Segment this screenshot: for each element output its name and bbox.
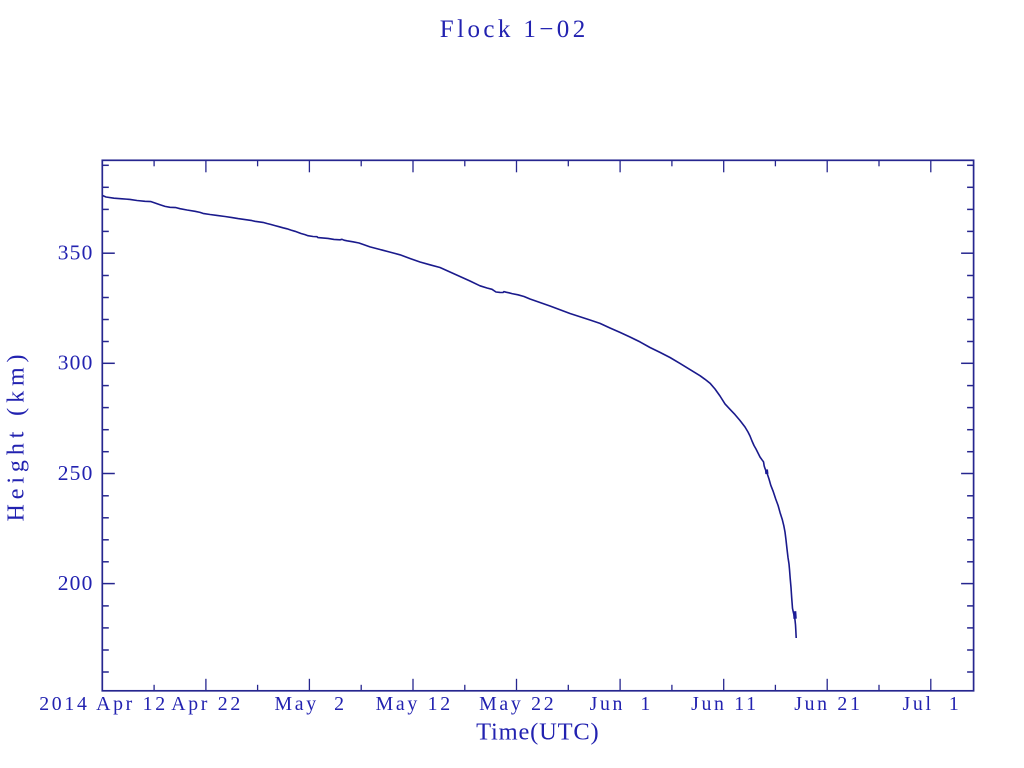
svg-text:200: 200 <box>58 571 94 595</box>
svg-text:350: 350 <box>58 241 94 265</box>
svg-text:Jun 11: Jun 11 <box>691 693 759 715</box>
svg-text:2014 Apr 12: 2014 Apr 12 <box>39 693 168 715</box>
svg-text:Jul 1: Jul 1 <box>902 693 961 715</box>
svg-text:May 2: May 2 <box>274 693 346 715</box>
svg-text:Height (km): Height (km) <box>4 350 30 522</box>
svg-text:Flock 1−02: Flock 1−02 <box>440 16 589 43</box>
svg-text:Jun 1: Jun 1 <box>590 693 653 715</box>
svg-text:300: 300 <box>58 351 94 375</box>
svg-text:May 22: May 22 <box>479 693 556 715</box>
svg-text:Apr 22: Apr 22 <box>171 693 243 715</box>
svg-text:May 12: May 12 <box>376 693 453 715</box>
svg-text:Time(UTC): Time(UTC) <box>476 719 599 746</box>
svg-text:250: 250 <box>58 461 94 485</box>
svg-text:Jun 21: Jun 21 <box>794 693 862 715</box>
